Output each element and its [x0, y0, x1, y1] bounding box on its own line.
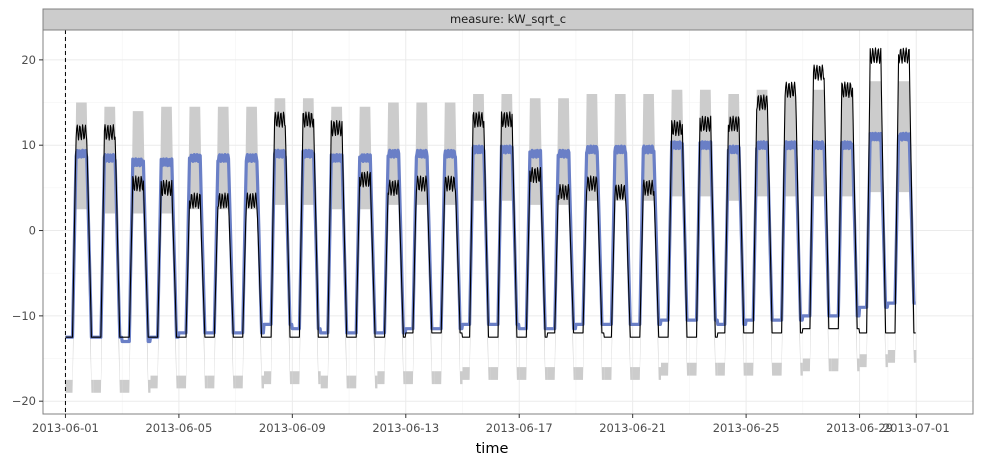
x-axis-title: time: [476, 441, 509, 457]
plot-panel: [43, 30, 973, 414]
x-tick-label: 2013-06-21: [599, 421, 666, 435]
x-tick-label: 2013-06-29: [826, 421, 893, 435]
x-tick-label: 2013-06-17: [486, 421, 553, 435]
y-tick-label: 20: [21, 53, 36, 67]
y-tick-label: −10: [12, 309, 36, 323]
y-tick-label: −20: [12, 394, 36, 408]
plot-panel-border: [42, 29, 974, 415]
facet-strip-label: measure: kW_sqrt_c: [450, 12, 566, 26]
x-tick-label: 2013-06-01: [32, 421, 99, 435]
x-axis: 2013-06-01 2013-06-05 2013-06-09 2013-06-13…: [32, 414, 950, 435]
y-tick-label: 10: [21, 138, 36, 152]
facet-strip: measure: kW_sqrt_c: [42, 8, 974, 31]
y-axis: −20 −10 0 10 20: [12, 53, 43, 408]
forecast-series: [64, 131, 917, 344]
x-tick-label: 2013-06-09: [259, 421, 326, 435]
forecast-line: [64, 131, 917, 344]
actual-line: [65, 47, 916, 338]
actual-series: [65, 47, 916, 338]
x-tick-label: 2013-06-25: [713, 421, 780, 435]
x-tick-label: 2013-07-01: [883, 421, 950, 435]
y-tick-label: 0: [29, 224, 36, 238]
x-tick-label: 2013-06-13: [372, 421, 439, 435]
x-tick-label: 2013-06-05: [145, 421, 212, 435]
